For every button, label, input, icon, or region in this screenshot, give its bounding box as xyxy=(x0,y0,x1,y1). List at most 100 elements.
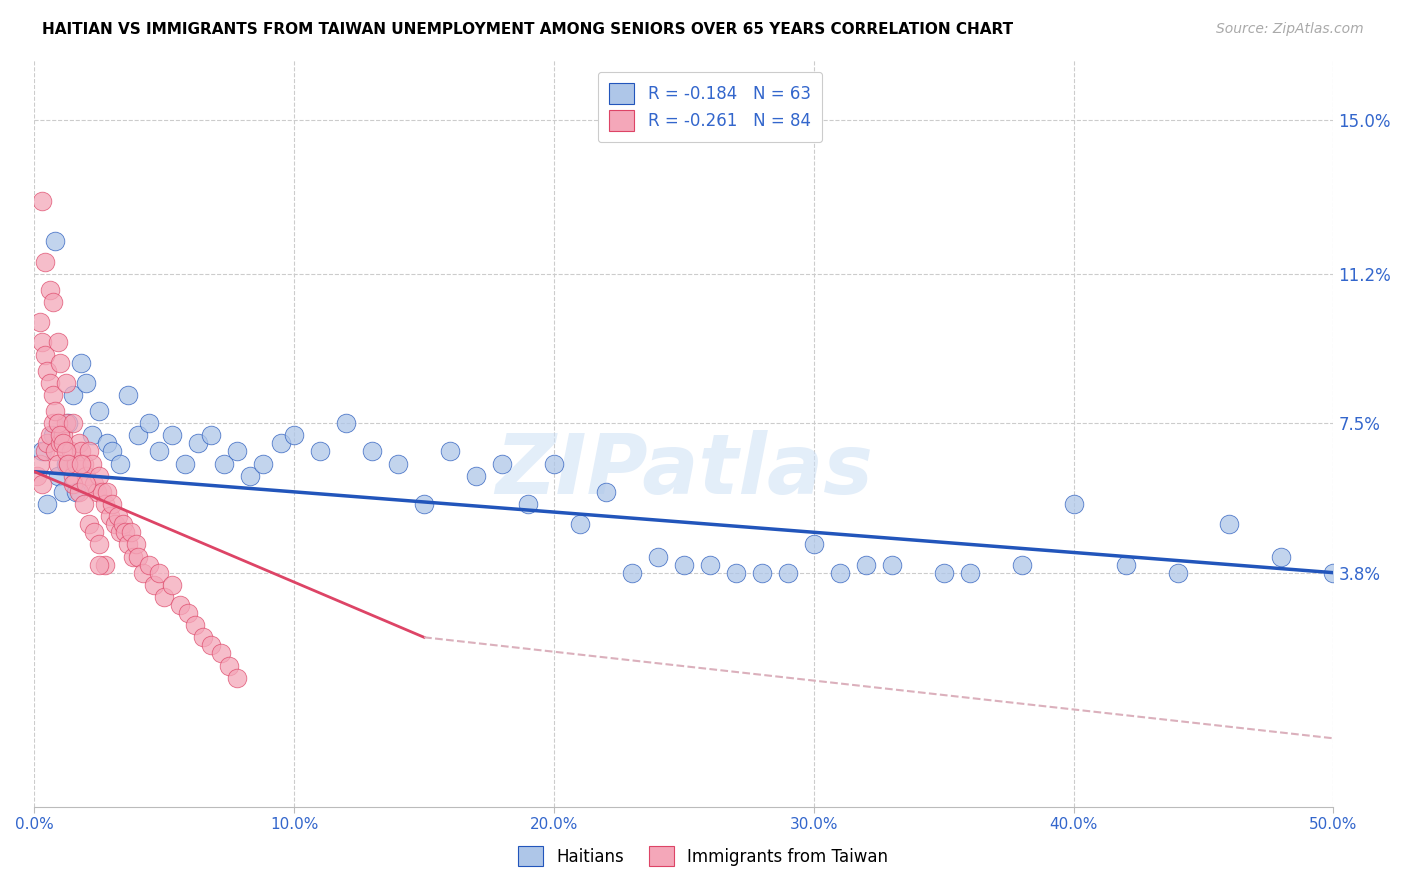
Point xyxy=(37,436,59,450)
Point xyxy=(96,436,118,450)
Point xyxy=(647,549,669,564)
Point xyxy=(200,639,222,653)
Point xyxy=(77,444,100,458)
Point xyxy=(93,497,115,511)
Point xyxy=(184,618,207,632)
Point xyxy=(226,444,249,458)
Point xyxy=(620,566,643,580)
Point xyxy=(252,457,274,471)
Point xyxy=(160,578,183,592)
Point xyxy=(803,537,825,551)
Point xyxy=(31,335,53,350)
Point xyxy=(187,436,209,450)
Point xyxy=(34,444,56,458)
Point xyxy=(98,509,121,524)
Point xyxy=(39,428,62,442)
Point xyxy=(148,444,170,458)
Point xyxy=(1218,517,1240,532)
Point xyxy=(46,468,69,483)
Point xyxy=(80,457,103,471)
Point xyxy=(67,436,90,450)
Point xyxy=(270,436,292,450)
Point xyxy=(828,566,851,580)
Point xyxy=(959,566,981,580)
Point xyxy=(49,428,72,442)
Point xyxy=(96,484,118,499)
Point xyxy=(56,416,79,430)
Point xyxy=(67,484,90,499)
Point xyxy=(125,537,148,551)
Point xyxy=(34,254,56,268)
Point xyxy=(361,444,384,458)
Point xyxy=(75,476,97,491)
Point xyxy=(101,497,124,511)
Point xyxy=(1322,566,1344,580)
Point xyxy=(39,283,62,297)
Point xyxy=(120,525,142,540)
Point xyxy=(107,509,129,524)
Point xyxy=(880,558,903,572)
Point xyxy=(44,404,66,418)
Point xyxy=(148,566,170,580)
Point xyxy=(49,355,72,369)
Point xyxy=(200,428,222,442)
Point xyxy=(114,525,136,540)
Point xyxy=(568,517,591,532)
Text: ZIPatlas: ZIPatlas xyxy=(495,430,873,511)
Point xyxy=(77,517,100,532)
Point xyxy=(595,484,617,499)
Point xyxy=(104,517,127,532)
Point xyxy=(309,444,332,458)
Point xyxy=(465,468,488,483)
Point xyxy=(62,476,84,491)
Point xyxy=(55,416,77,430)
Point xyxy=(49,436,72,450)
Point xyxy=(55,457,77,471)
Point xyxy=(37,364,59,378)
Point xyxy=(89,558,111,572)
Point xyxy=(31,194,53,208)
Point xyxy=(46,335,69,350)
Point xyxy=(89,537,111,551)
Point xyxy=(80,428,103,442)
Point xyxy=(111,517,134,532)
Legend: Haitians, Immigrants from Taiwan: Haitians, Immigrants from Taiwan xyxy=(509,838,897,875)
Point xyxy=(226,671,249,685)
Point xyxy=(169,598,191,612)
Point xyxy=(176,606,198,620)
Point xyxy=(108,525,131,540)
Point xyxy=(93,558,115,572)
Point xyxy=(73,497,96,511)
Point xyxy=(335,416,357,430)
Point xyxy=(55,444,77,458)
Point xyxy=(70,444,93,458)
Point xyxy=(932,566,955,580)
Point xyxy=(1011,558,1033,572)
Point xyxy=(283,428,305,442)
Point xyxy=(160,428,183,442)
Point xyxy=(174,457,197,471)
Point xyxy=(83,525,105,540)
Point xyxy=(65,457,87,471)
Point xyxy=(751,566,773,580)
Point xyxy=(28,457,51,471)
Point xyxy=(127,549,149,564)
Point xyxy=(62,468,84,483)
Point xyxy=(153,590,176,604)
Point xyxy=(89,404,111,418)
Point xyxy=(90,484,112,499)
Point xyxy=(117,537,139,551)
Point xyxy=(89,468,111,483)
Point xyxy=(1063,497,1085,511)
Point xyxy=(108,457,131,471)
Point xyxy=(41,295,63,310)
Point xyxy=(672,558,695,572)
Point xyxy=(34,347,56,361)
Text: Source: ZipAtlas.com: Source: ZipAtlas.com xyxy=(1216,22,1364,37)
Point xyxy=(543,457,565,471)
Point xyxy=(132,566,155,580)
Point xyxy=(138,416,160,430)
Point xyxy=(209,647,232,661)
Point xyxy=(776,566,799,580)
Point xyxy=(62,416,84,430)
